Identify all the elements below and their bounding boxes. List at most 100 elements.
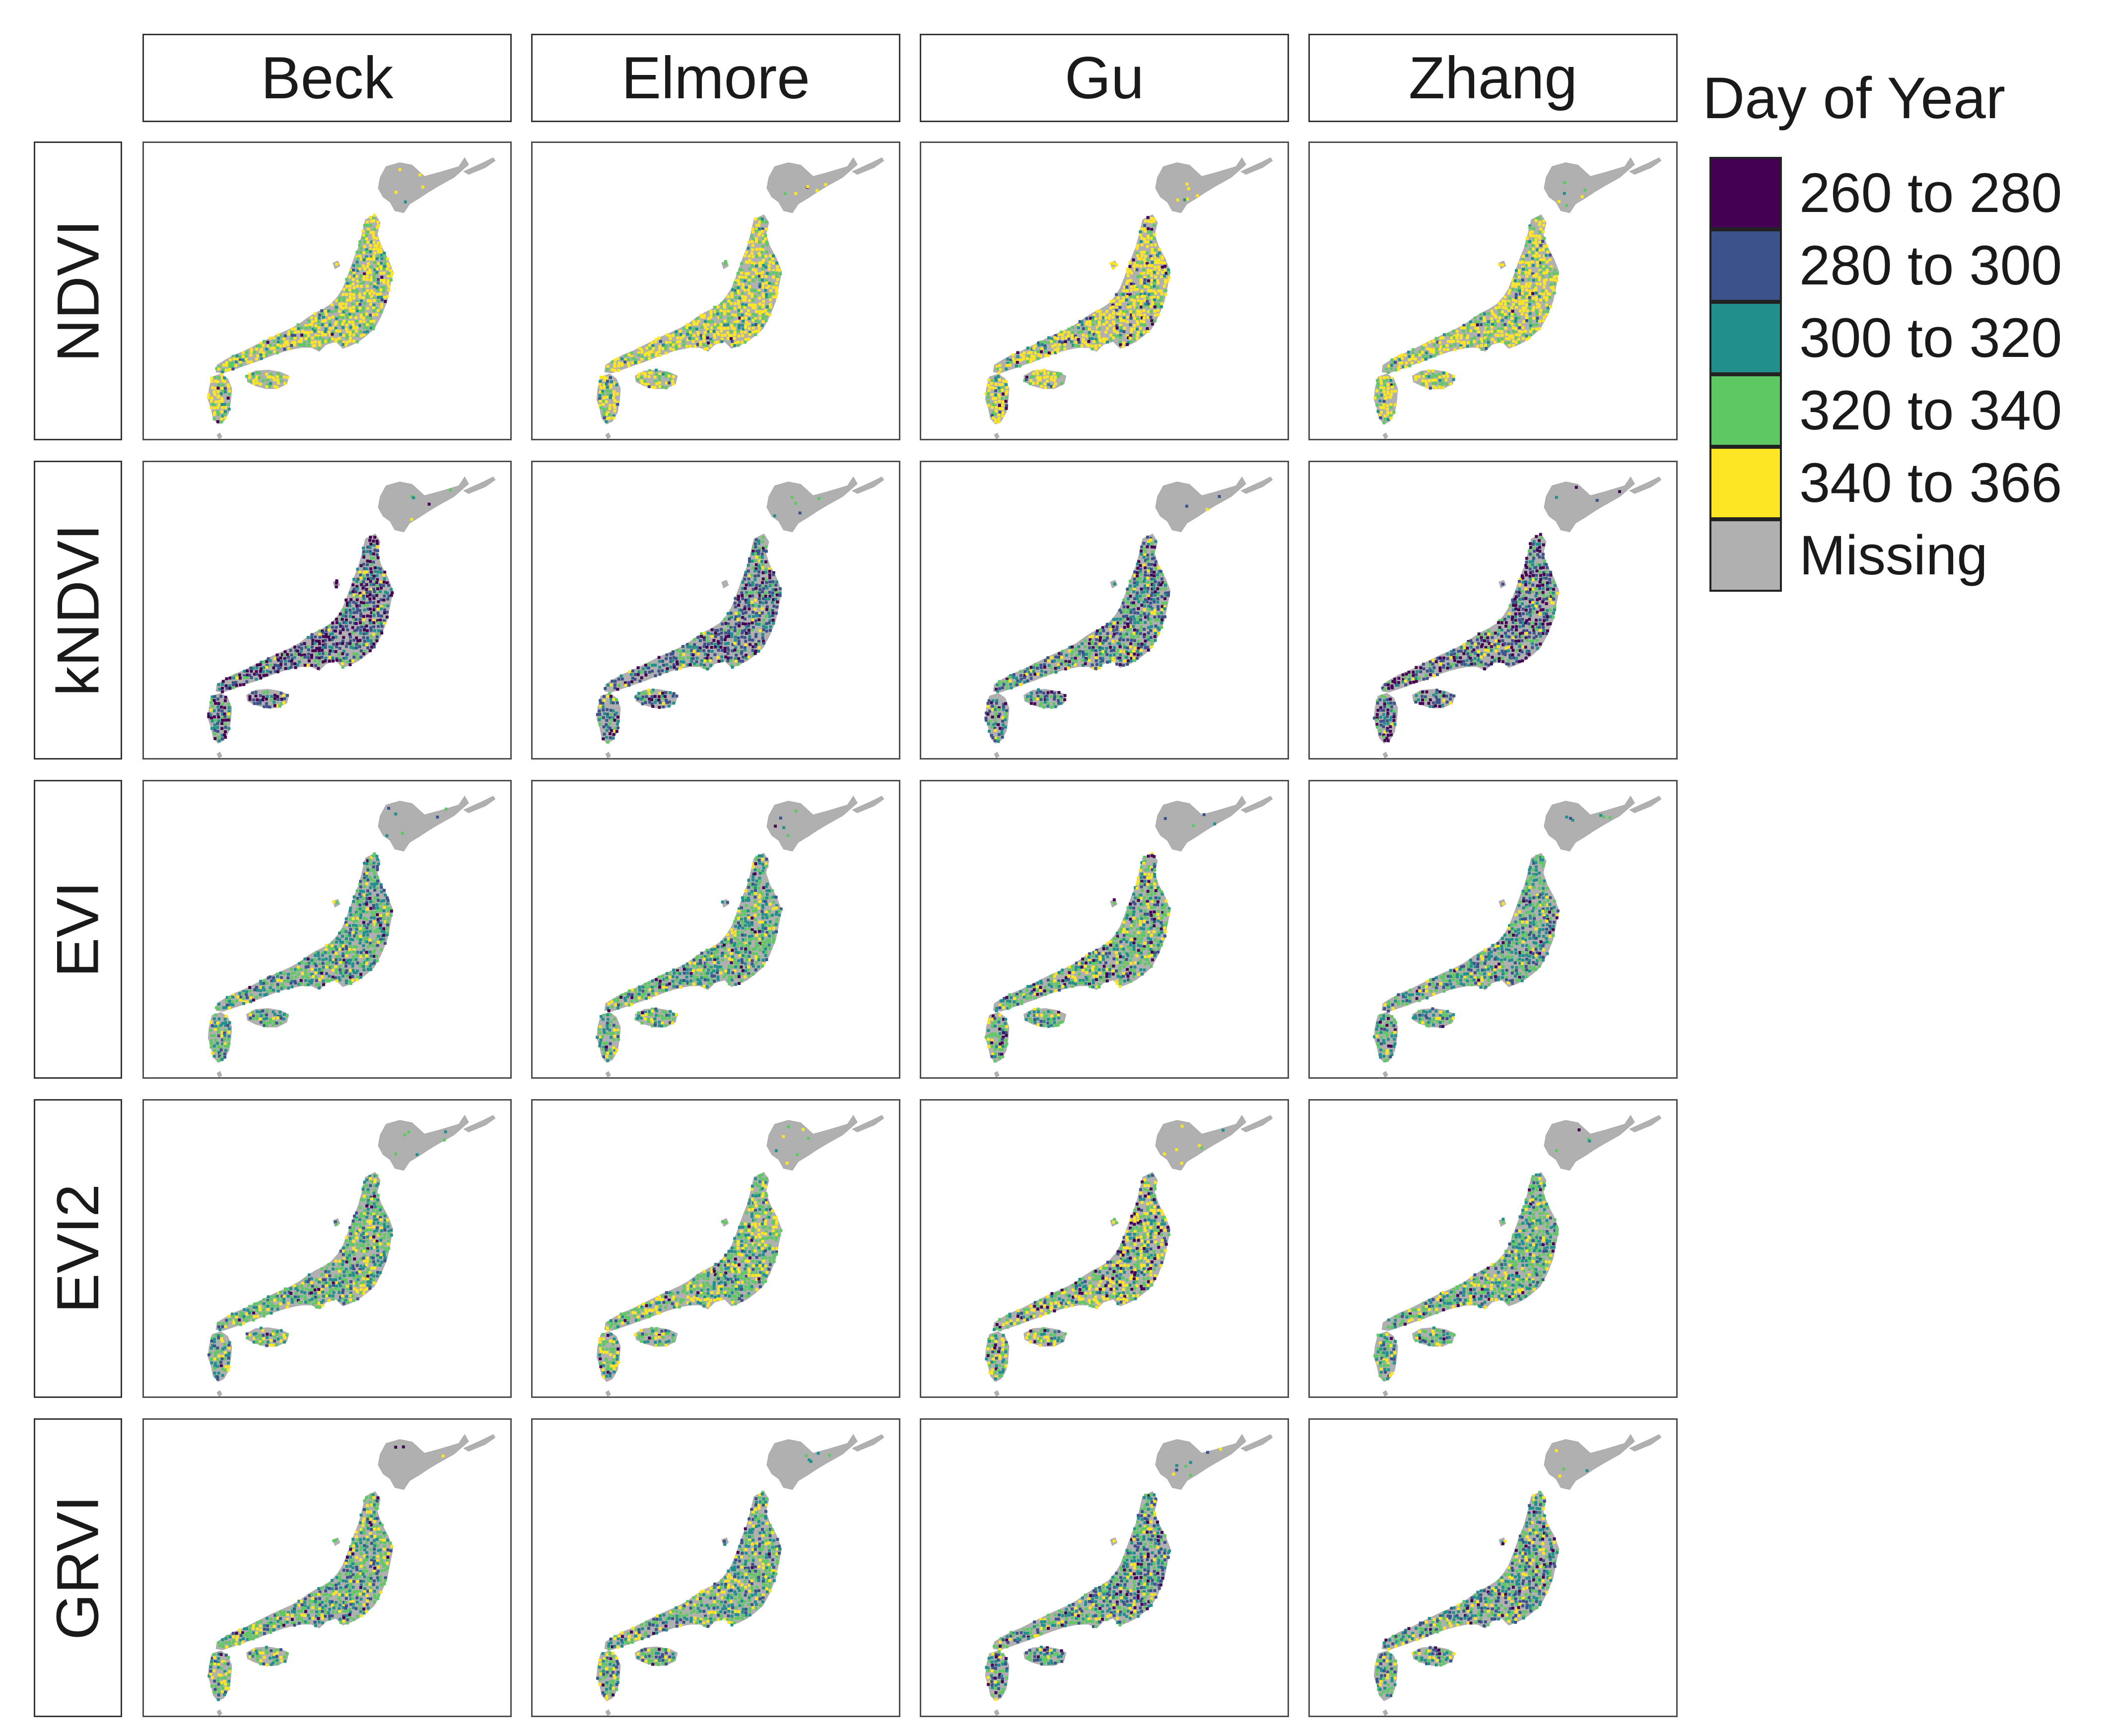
pixel xyxy=(317,334,320,338)
pixel xyxy=(1507,615,1510,619)
pixel xyxy=(706,639,710,643)
pixel xyxy=(362,554,366,557)
pixel xyxy=(686,329,689,333)
pixel xyxy=(321,649,324,652)
pixel xyxy=(716,331,719,334)
land-hokkaido xyxy=(1544,157,1635,213)
pixel xyxy=(1118,300,1122,303)
pixel xyxy=(741,659,744,663)
pixel xyxy=(1477,334,1481,337)
pixel xyxy=(741,305,744,309)
pixel xyxy=(1039,695,1043,698)
pixel xyxy=(740,278,744,281)
pixel xyxy=(1386,722,1390,725)
pixel xyxy=(1521,295,1525,299)
pixel xyxy=(273,385,276,388)
pixel xyxy=(332,331,336,334)
pixel xyxy=(1518,612,1521,616)
pixel xyxy=(1150,545,1154,549)
pixel xyxy=(1140,261,1144,265)
pixel xyxy=(755,229,758,233)
pixel xyxy=(342,298,345,302)
pixel xyxy=(669,337,672,340)
pixel xyxy=(369,552,373,556)
pixel xyxy=(734,341,737,345)
pixel xyxy=(1071,645,1074,649)
pixel xyxy=(1009,674,1012,677)
pixel xyxy=(1508,344,1511,347)
pixel xyxy=(998,687,1002,691)
pixel xyxy=(1497,334,1500,337)
pixel xyxy=(717,648,720,652)
pixel xyxy=(638,347,641,350)
pixel xyxy=(641,695,645,699)
pixel xyxy=(213,732,216,736)
pixel xyxy=(798,511,802,515)
pixel xyxy=(1159,275,1163,278)
pixel xyxy=(655,373,658,376)
pixel xyxy=(310,636,314,639)
pixel xyxy=(254,691,258,694)
pixel xyxy=(1154,259,1157,262)
pixel xyxy=(720,655,724,659)
pixel xyxy=(1136,320,1139,323)
pixel xyxy=(1553,269,1557,272)
pixel xyxy=(990,734,993,737)
pixel xyxy=(1004,711,1008,715)
pixel xyxy=(740,262,744,265)
pixel xyxy=(1140,295,1144,298)
pixel xyxy=(681,664,685,667)
pixel xyxy=(1532,274,1536,278)
pixel xyxy=(1119,334,1122,337)
pixel xyxy=(607,684,610,687)
pixel xyxy=(758,559,761,562)
pixel xyxy=(1106,660,1109,664)
pixel xyxy=(655,698,658,702)
pixel xyxy=(731,628,734,631)
pixel xyxy=(1390,709,1393,712)
pixel xyxy=(328,316,331,320)
pixel xyxy=(1115,324,1118,328)
pixel xyxy=(1477,642,1480,645)
pixel xyxy=(736,330,740,333)
pixel xyxy=(1071,331,1075,334)
pixel xyxy=(636,375,640,379)
phenology-pixels xyxy=(1373,181,1587,424)
pixel xyxy=(1154,560,1157,563)
pixel xyxy=(331,646,334,649)
pixel xyxy=(1545,570,1548,573)
pixel xyxy=(1522,621,1525,625)
pixel xyxy=(363,224,366,227)
pixel xyxy=(1105,320,1108,324)
pixel xyxy=(1099,636,1102,639)
pixel xyxy=(1541,261,1545,264)
pixel xyxy=(1484,344,1487,347)
pixel xyxy=(1077,324,1081,327)
pixel xyxy=(1528,635,1531,638)
pixel xyxy=(356,608,359,611)
pixel xyxy=(754,635,757,638)
pixel xyxy=(1000,732,1004,735)
pixel xyxy=(764,309,767,312)
pixel xyxy=(751,299,755,302)
pixel xyxy=(1154,625,1157,628)
pixel xyxy=(615,701,619,704)
pixel xyxy=(1096,310,1099,313)
pixel xyxy=(692,320,695,324)
pixel xyxy=(1136,261,1139,265)
pixel xyxy=(1091,646,1095,649)
pixel xyxy=(754,240,758,243)
pixel xyxy=(1398,358,1402,361)
pixel xyxy=(1022,357,1025,361)
japan-map xyxy=(1373,157,1662,439)
pixel xyxy=(227,408,231,411)
pixel xyxy=(377,625,380,628)
pixel xyxy=(1129,310,1133,313)
pixel xyxy=(1464,649,1467,652)
pixel xyxy=(269,337,272,340)
pixel xyxy=(1126,320,1129,324)
pixel xyxy=(1058,340,1061,344)
pixel xyxy=(1431,659,1435,662)
pixel xyxy=(335,657,339,660)
pixel xyxy=(366,614,369,618)
